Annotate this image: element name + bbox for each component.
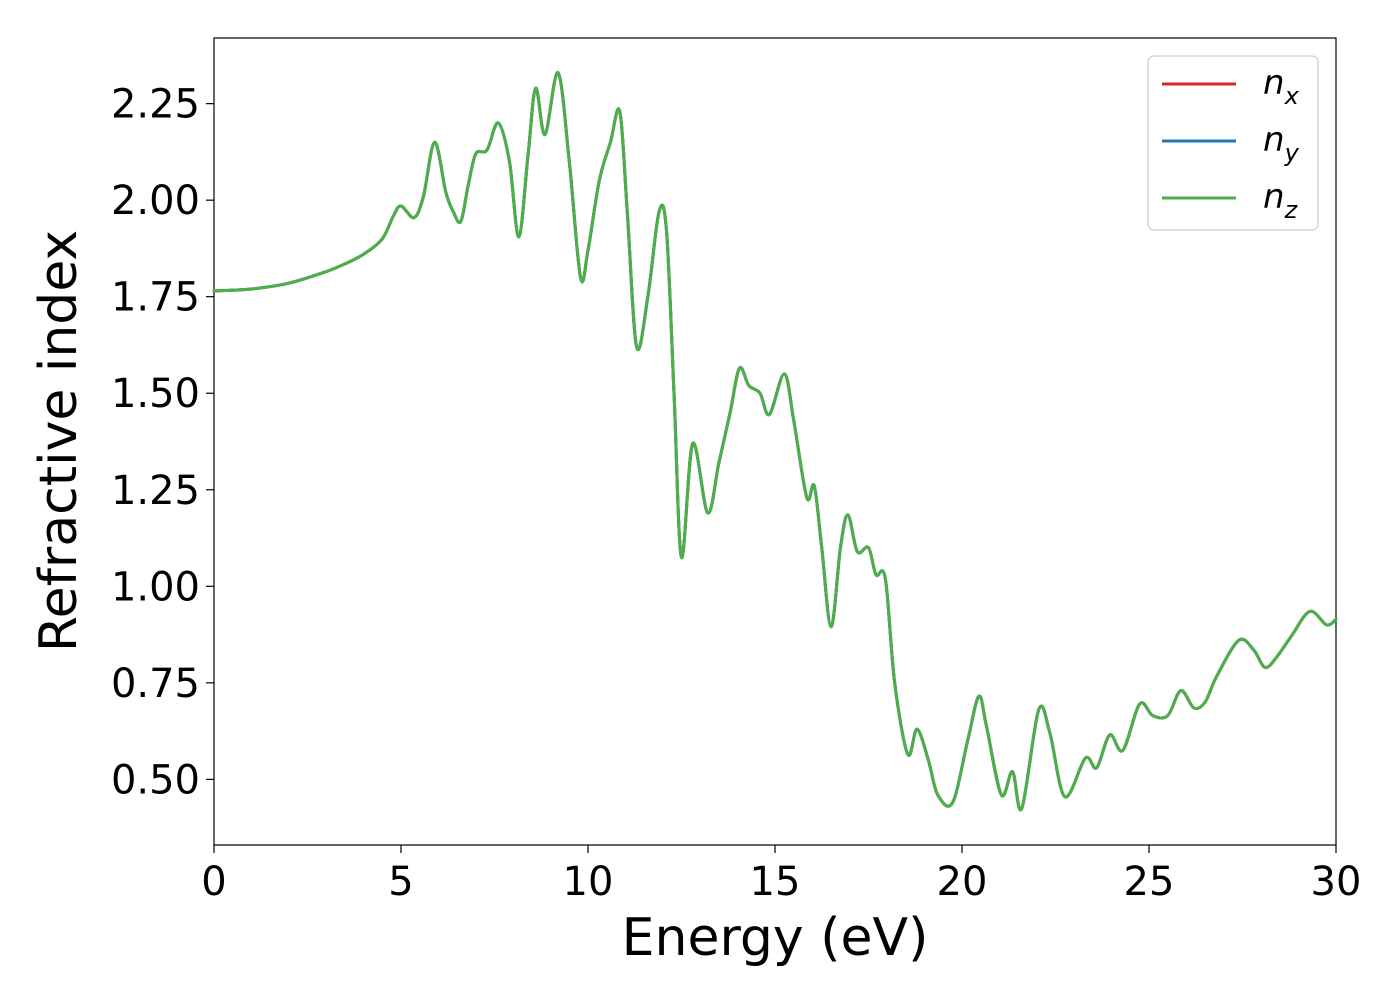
y-tick-label: 0.75 bbox=[111, 661, 200, 707]
x-axis-title: Energy (eV) bbox=[622, 908, 929, 968]
y-tick-label: 2.25 bbox=[111, 82, 200, 128]
x-tick-label: 20 bbox=[937, 859, 988, 905]
y-axis-title: Refractive index bbox=[29, 230, 89, 652]
series-layer bbox=[212, 71, 1338, 812]
y-tick-label: 0.50 bbox=[111, 757, 200, 803]
y-tick-label: 2.00 bbox=[111, 178, 200, 224]
legend-box bbox=[1147, 55, 1319, 231]
x-tick-label: 25 bbox=[1124, 859, 1175, 905]
x-tick-label: 5 bbox=[388, 859, 413, 905]
series-line-nz bbox=[212, 71, 1338, 812]
x-axis-ticks: 0 5 10 15 20 25 30 bbox=[201, 845, 1361, 905]
y-tick-label: 1.00 bbox=[111, 564, 200, 610]
y-tick-label: 1.50 bbox=[111, 371, 200, 417]
y-tick-label: 1.75 bbox=[111, 275, 200, 321]
x-tick-label: 0 bbox=[201, 859, 226, 905]
x-tick-label: 15 bbox=[750, 859, 801, 905]
x-tick-label: 10 bbox=[563, 859, 614, 905]
y-tick-label: 1.25 bbox=[111, 468, 200, 514]
x-tick-label: 30 bbox=[1311, 859, 1362, 905]
y-axis-ticks: 0.50 0.75 1.00 1.25 1.50 1.75 2.00 2.25 bbox=[111, 82, 214, 803]
